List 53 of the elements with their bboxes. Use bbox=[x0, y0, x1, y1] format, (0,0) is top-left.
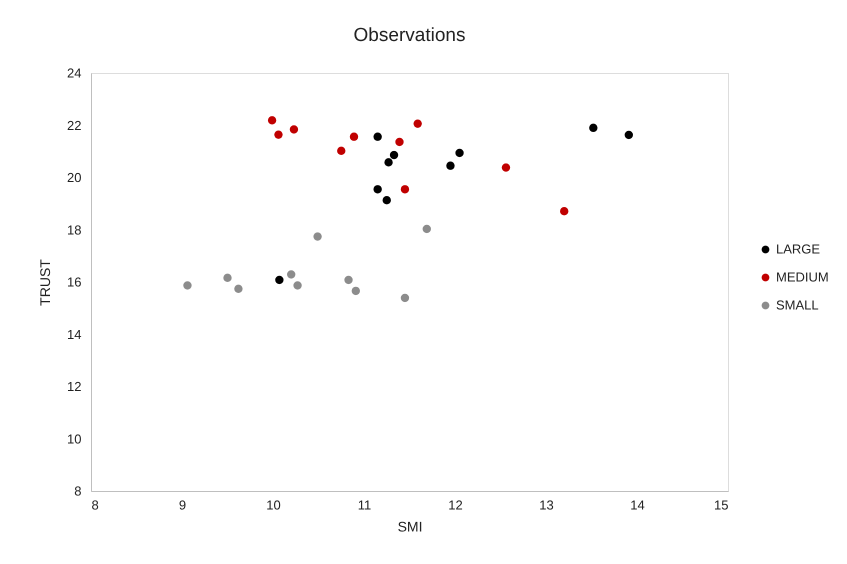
point bbox=[589, 124, 598, 132]
point bbox=[337, 146, 346, 156]
point bbox=[293, 281, 302, 290]
x-tick-label: 13 bbox=[539, 498, 554, 512]
y-tick-label: 14 bbox=[67, 326, 82, 342]
y-tick-label: 22 bbox=[67, 118, 82, 133]
point bbox=[414, 120, 422, 128]
y-tick-label: 16 bbox=[67, 274, 82, 290]
x-tick-label: 10 bbox=[266, 498, 281, 512]
legend-label: MEDIUM bbox=[776, 270, 829, 284]
point bbox=[390, 150, 398, 160]
point bbox=[382, 196, 391, 204]
legend-label: SMALL bbox=[776, 298, 819, 312]
x-axis-title: SMI bbox=[398, 518, 422, 534]
point bbox=[384, 158, 393, 167]
point bbox=[183, 281, 192, 290]
point bbox=[290, 125, 298, 134]
x-tick-label: 8 bbox=[92, 498, 99, 512]
point bbox=[274, 130, 283, 139]
point bbox=[350, 132, 358, 141]
legend-label: LARGE bbox=[776, 242, 820, 256]
y-tick-label: 20 bbox=[67, 170, 82, 185]
point bbox=[373, 185, 382, 194]
x-tick-label: 11 bbox=[358, 498, 372, 512]
y-tick-label: 10 bbox=[67, 431, 82, 446]
x-tick-label: 12 bbox=[448, 498, 463, 512]
y-tick-label: 24 bbox=[67, 66, 82, 80]
point bbox=[455, 148, 464, 158]
point bbox=[223, 274, 232, 282]
x-tick-label: 15 bbox=[714, 498, 728, 512]
point bbox=[502, 163, 510, 172]
point bbox=[446, 162, 455, 170]
point bbox=[344, 276, 353, 284]
point bbox=[400, 294, 410, 302]
y-axis-title: TRUST bbox=[37, 258, 54, 306]
x-tick-label: 9 bbox=[178, 498, 186, 512]
point bbox=[287, 270, 296, 279]
point bbox=[352, 286, 360, 296]
point bbox=[624, 130, 633, 140]
y-tick-label: 18 bbox=[67, 222, 82, 238]
chart-title: Observations bbox=[354, 25, 466, 46]
point bbox=[268, 116, 276, 124]
point bbox=[400, 185, 410, 194]
point bbox=[422, 224, 431, 234]
point bbox=[395, 138, 404, 146]
point bbox=[373, 132, 382, 141]
point bbox=[234, 284, 243, 293]
y-tick-label: 12 bbox=[67, 379, 82, 394]
point bbox=[275, 276, 284, 284]
point bbox=[560, 207, 568, 216]
x-tick-label: 14 bbox=[630, 498, 645, 512]
y-tick-label: 8 bbox=[74, 484, 82, 498]
point bbox=[313, 232, 322, 241]
